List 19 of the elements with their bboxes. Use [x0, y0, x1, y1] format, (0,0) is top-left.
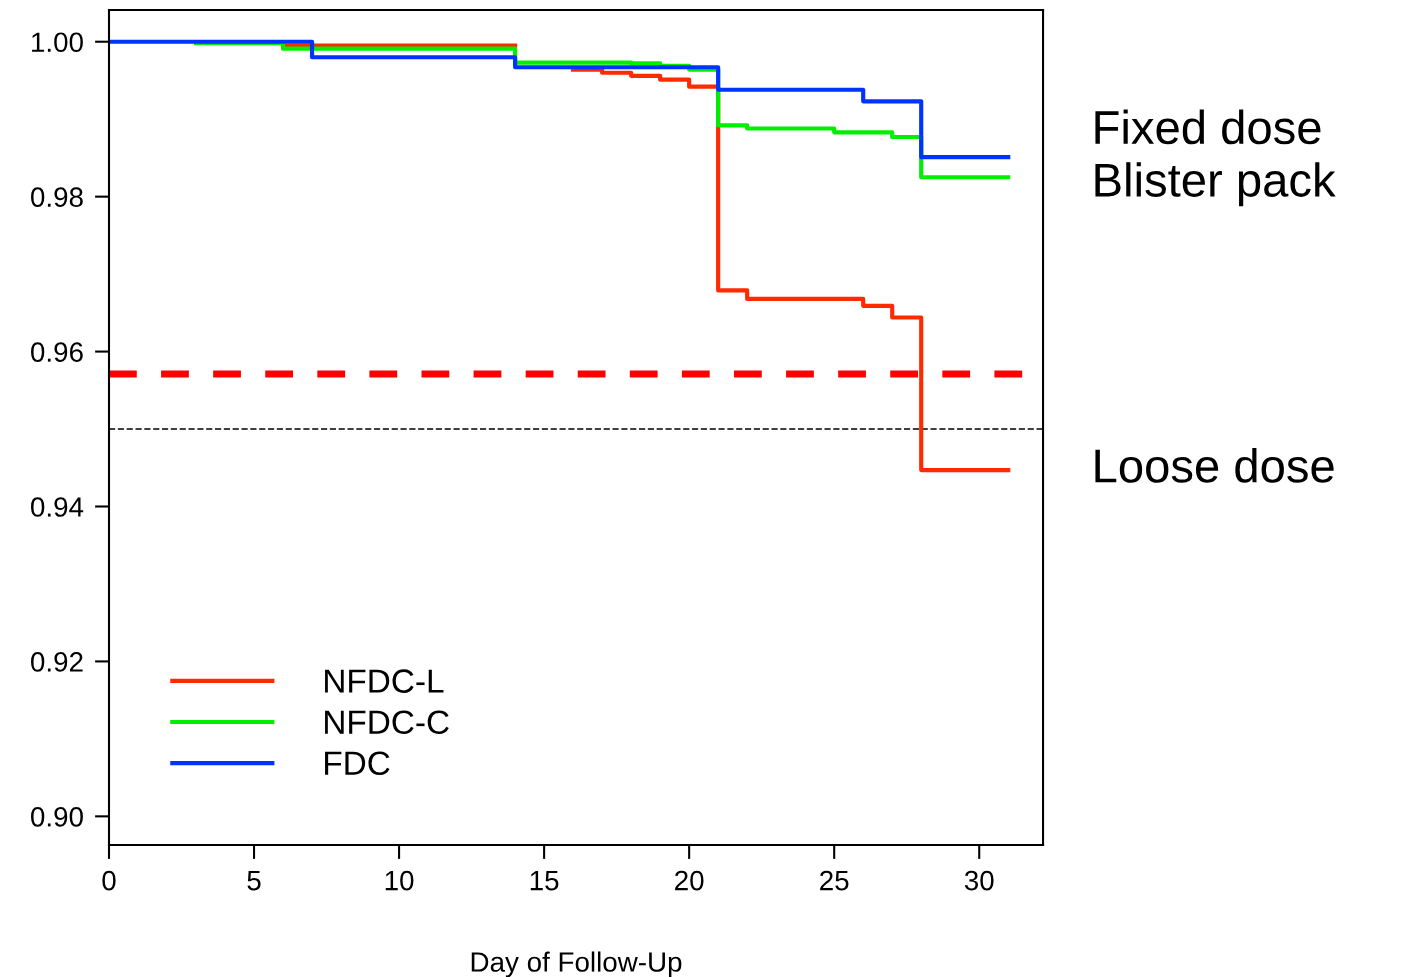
y-tick-label: 0.98 [31, 187, 83, 207]
annotation: Fixed dose Blister pack [1095, 109, 1336, 207]
x-tick-label: 20 [675, 870, 704, 891]
y-tick-label: 0.92 [31, 652, 83, 672]
annotation: Loose dose [1095, 448, 1334, 483]
y-tick-label: 0.94 [31, 497, 84, 517]
x-axis-title: Day of Follow-Up [471, 951, 682, 977]
x-tick-label: 5 [247, 871, 261, 891]
legend-label: NFDC-L [325, 669, 444, 693]
x-tick-label: 25 [820, 870, 849, 891]
y-tick-label: 0.96 [31, 342, 83, 362]
x-tick-label: 15 [530, 871, 559, 891]
x-tick-label: 10 [385, 870, 414, 891]
x-tick-label: 0 [102, 870, 116, 891]
y-tick-label: 0.90 [31, 807, 83, 827]
x-tick-label: 30 [964, 870, 994, 891]
legend-label: FDC [325, 751, 390, 776]
legend-label: NFDC-C [325, 710, 449, 735]
y-tick-label: 1.00 [32, 32, 83, 53]
